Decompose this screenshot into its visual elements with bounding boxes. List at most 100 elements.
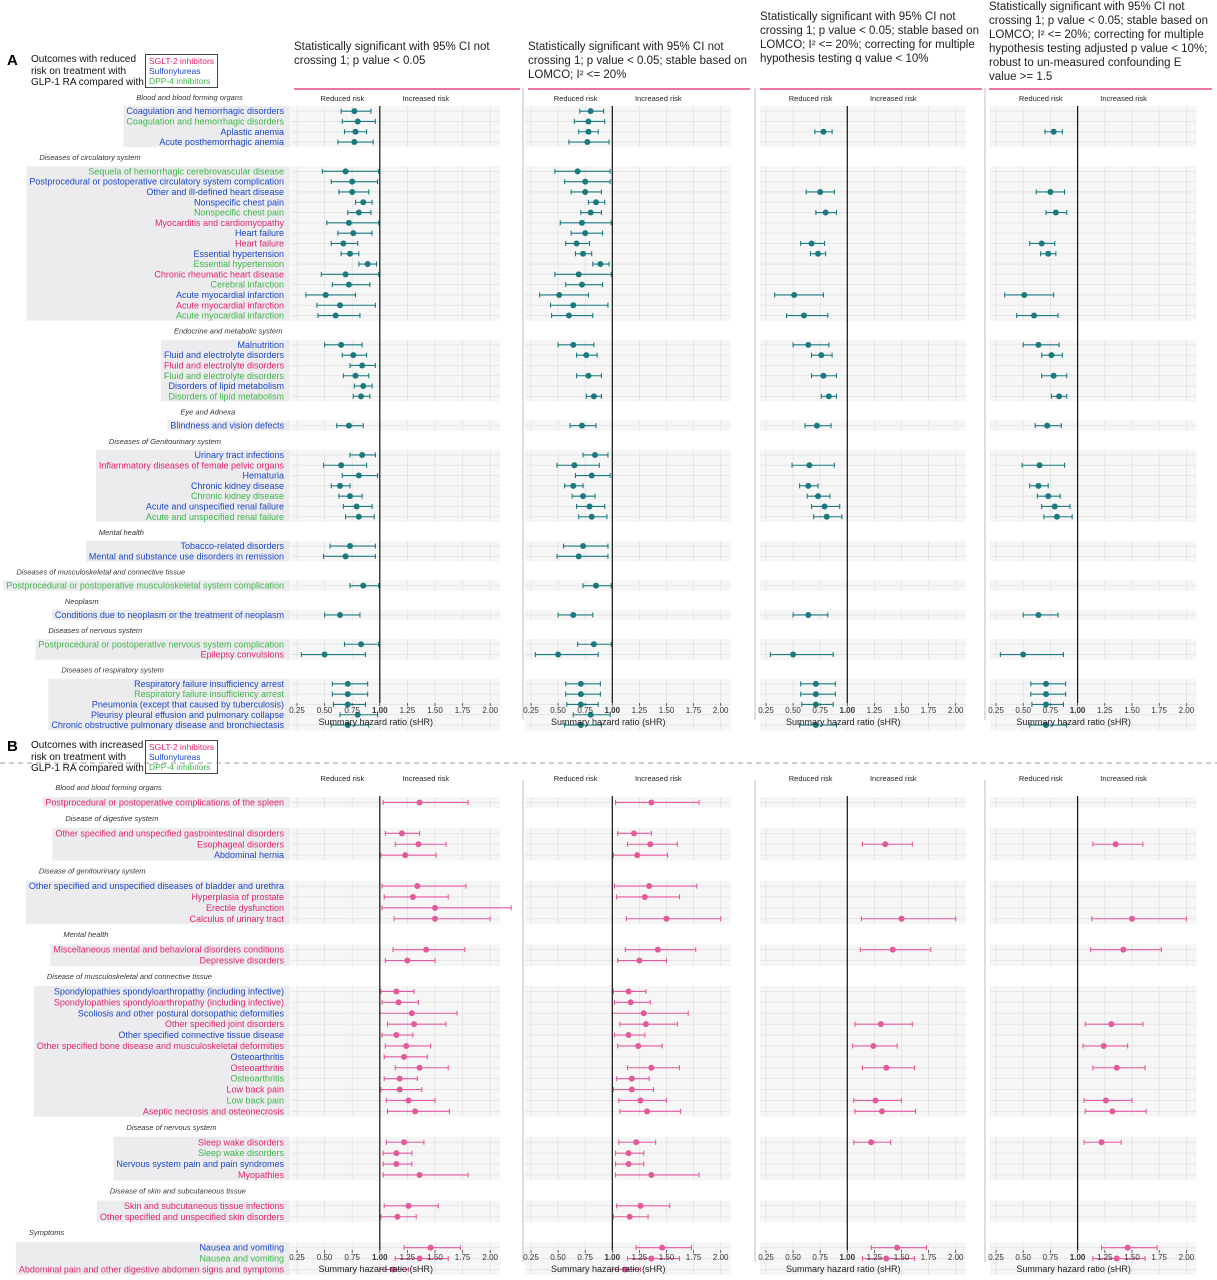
grid-band — [760, 339, 966, 402]
group-label-background — [48, 678, 290, 731]
axis-title: Summary hazard ratio (sHR) — [319, 1264, 434, 1274]
axis-tick-label: 0.75 — [344, 1253, 360, 1262]
hr-point — [1051, 503, 1058, 510]
hr-point — [877, 1021, 884, 1028]
row-label: Fluid and electrolyte disorders — [164, 360, 285, 370]
row-label: Sleep wake disorders — [198, 1137, 285, 1147]
hr-point — [582, 188, 589, 195]
grid-band — [760, 880, 966, 925]
grid-band — [291, 540, 501, 562]
hr-point — [805, 482, 812, 489]
grid-band — [760, 639, 966, 660]
hr-point — [580, 543, 587, 550]
grid-band — [525, 944, 731, 966]
hr-point — [351, 139, 358, 146]
hr-point — [393, 988, 400, 995]
grid-band — [760, 1200, 966, 1223]
hr-point — [1052, 209, 1059, 216]
hr-point — [321, 651, 328, 658]
hr-point — [416, 799, 423, 806]
hr-point — [415, 841, 422, 848]
hr-point — [630, 830, 637, 837]
group-label-background — [15, 1242, 290, 1275]
axis-tick-label: 1.75 — [1151, 706, 1167, 715]
hr-point — [337, 611, 344, 618]
hr-point — [360, 582, 367, 589]
axis-tick-label: 1.00 — [372, 706, 388, 715]
row-label: Disorders of lipid metabolism — [168, 381, 284, 391]
grid-band — [291, 1136, 501, 1181]
hr-point — [577, 722, 584, 729]
hr-point — [402, 852, 409, 859]
hr-point — [583, 352, 590, 359]
grid-band — [760, 986, 966, 1117]
hr-point — [349, 178, 356, 185]
axis-title: Summary hazard ratio (sHR) — [786, 1264, 901, 1274]
hr-point — [1043, 722, 1050, 729]
legend-sulfonylureas: Sulfonylureas — [149, 66, 201, 76]
direction-label-increased: Increased risk — [635, 774, 682, 783]
hr-point — [582, 230, 589, 237]
row-label: Low back pain — [226, 1085, 284, 1095]
hr-point — [416, 1171, 423, 1178]
hr-point — [427, 1244, 434, 1251]
row-label: Osteoarthritis — [230, 1074, 284, 1084]
group-label-background — [96, 1200, 290, 1223]
group-label-background — [113, 1136, 290, 1181]
axis-tick-label: 0.50 — [1015, 706, 1031, 715]
hr-point — [346, 250, 353, 257]
row-label: Epilepsy convulsions — [200, 650, 284, 660]
row-label: Nausea and vomiting — [199, 1243, 284, 1253]
axis-tick-label: 0.50 — [550, 706, 566, 715]
row-label: Nonspecific chest pain — [194, 197, 284, 207]
group-label-background — [167, 420, 290, 431]
hr-point — [1045, 250, 1052, 257]
legend-sglt2-b: SGLT-2 inhibitors — [149, 742, 215, 752]
axis-tick-label: 1.75 — [921, 706, 937, 715]
group-title: Eye and Adnexa — [180, 408, 235, 417]
group-title: Neoplasm — [65, 597, 99, 606]
axis-tick-label: 0.50 — [317, 706, 333, 715]
grid-band — [990, 986, 1197, 1117]
row-label: Acute and unspecified renal failure — [146, 512, 284, 522]
row-label: Chronic kidney disease — [191, 481, 284, 491]
grid-band — [990, 639, 1197, 660]
hr-point — [582, 178, 589, 185]
direction-label-increased: Increased risk — [402, 774, 449, 783]
row-label: Postprocedural or postoperative circulat… — [29, 177, 284, 187]
axis-tick-label: 1.50 — [1124, 706, 1140, 715]
hr-point — [898, 915, 905, 922]
grid-band — [525, 639, 731, 660]
hr-point — [821, 503, 828, 510]
hr-point — [1120, 946, 1127, 953]
hr-point — [648, 1255, 655, 1262]
group-title: Diseases of nervous system — [48, 626, 142, 635]
axis-tick-label: 0.25 — [988, 706, 1004, 715]
axis-tick-label: 0.25 — [289, 706, 305, 715]
hr-point — [556, 291, 563, 298]
hr-point — [570, 482, 577, 489]
hr-point — [1113, 1255, 1120, 1262]
direction-label-reduced: Reduced risk — [789, 94, 833, 103]
hr-point — [574, 168, 581, 175]
hr-point — [405, 1097, 412, 1104]
panel-a-letter: A — [7, 52, 18, 69]
hr-point — [394, 1213, 401, 1220]
row-label: Postprocedural or postoperative complica… — [45, 797, 284, 807]
grid-band — [525, 339, 731, 402]
grid-band — [990, 1200, 1197, 1223]
hr-point — [1031, 312, 1038, 319]
hr-point — [396, 1086, 403, 1093]
hr-point — [344, 680, 351, 687]
group-label-background — [33, 986, 290, 1117]
grid-band — [990, 106, 1197, 148]
hr-point — [1102, 1097, 1109, 1104]
hr-point — [393, 1161, 400, 1168]
axis-tick-label: 0.25 — [289, 1253, 305, 1262]
hr-point — [1050, 128, 1057, 135]
hr-point — [640, 1010, 647, 1017]
axis-tick-label: 1.50 — [894, 1253, 910, 1262]
hr-point — [398, 830, 405, 837]
hr-point — [350, 352, 357, 359]
axis-tick-label: 2.00 — [1179, 1253, 1195, 1262]
